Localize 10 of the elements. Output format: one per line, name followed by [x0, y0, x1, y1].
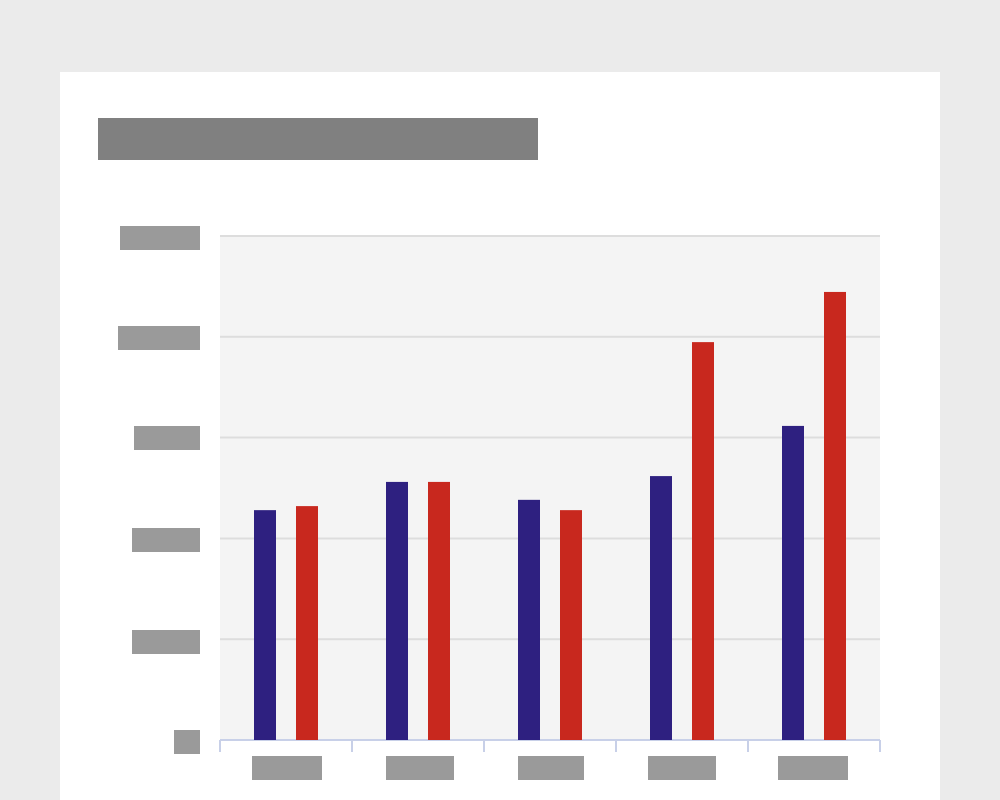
bar: [386, 481, 408, 740]
bar: [782, 425, 804, 740]
bar: [650, 476, 672, 740]
bar: [254, 510, 276, 740]
bar: [560, 510, 582, 740]
bar: [692, 342, 714, 740]
bar: [518, 499, 540, 740]
bar: [296, 506, 318, 740]
bar: [428, 481, 450, 740]
bar: [824, 291, 846, 740]
